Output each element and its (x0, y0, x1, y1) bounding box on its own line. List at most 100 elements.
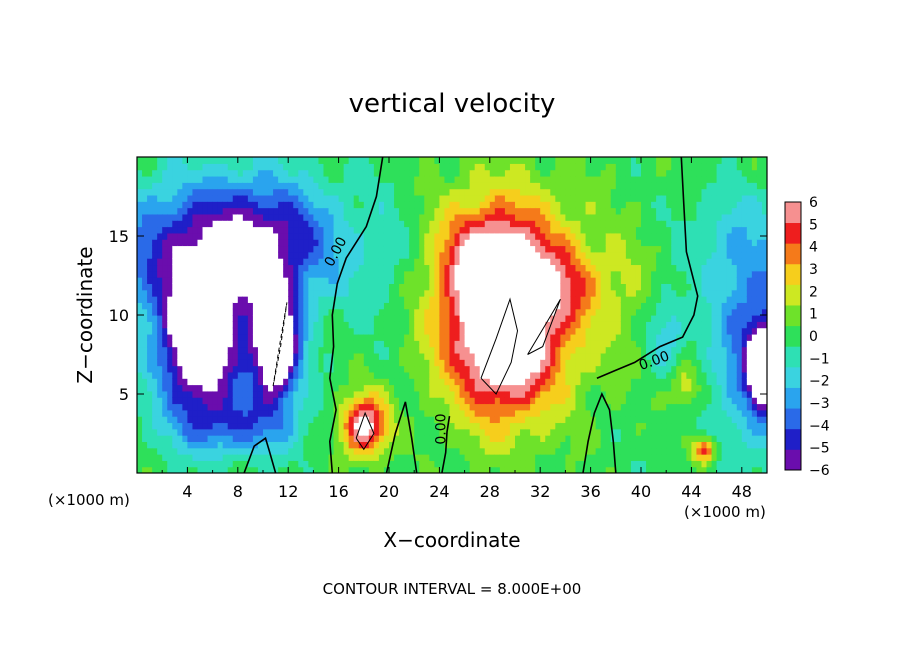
field-cell (409, 296, 415, 303)
field-cell (630, 340, 637, 348)
field-cell (635, 264, 642, 272)
field-cell (535, 428, 541, 436)
field-cell (595, 258, 602, 266)
field-cell (439, 175, 446, 183)
field-cell (348, 175, 355, 183)
field-cell (444, 194, 451, 202)
field-cell (333, 157, 340, 164)
field-cell (147, 182, 153, 190)
field-cell (167, 346, 173, 354)
field-cell (323, 447, 330, 455)
field-cell (610, 264, 617, 272)
field-cell (429, 435, 435, 442)
field-cell (172, 308, 178, 316)
field-cell (368, 302, 375, 310)
field-cell (570, 321, 577, 329)
field-cell (147, 333, 153, 341)
field-cell (545, 188, 551, 196)
field-cell (530, 201, 536, 209)
field-cell (288, 428, 294, 436)
field-cell (192, 460, 199, 468)
field-cell (227, 188, 234, 196)
field-cell (197, 352, 204, 360)
field-cell (323, 371, 330, 379)
field-cell (227, 239, 234, 247)
field-cell (278, 207, 284, 215)
field-cell (268, 315, 274, 322)
field-cell (610, 289, 617, 297)
field-cell (268, 365, 274, 373)
field-cell (580, 270, 587, 278)
field-cell (464, 441, 471, 449)
field-cell (515, 169, 521, 177)
field-cell (147, 232, 153, 240)
field-cell (268, 321, 274, 329)
field-cell (540, 289, 546, 297)
field-cell (600, 397, 607, 405)
field-cell (167, 378, 173, 386)
field-cell (530, 277, 536, 284)
field-cell (434, 175, 440, 183)
field-cell (515, 447, 521, 455)
field-cell (635, 454, 642, 461)
field-cell (635, 390, 642, 398)
field-cell (373, 220, 380, 228)
field-cell (560, 321, 566, 329)
field-cell (217, 327, 224, 335)
field-cell (484, 352, 491, 360)
field-cell (449, 258, 456, 266)
field-cell (167, 308, 173, 316)
field-cell (484, 308, 491, 316)
field-cell (147, 447, 153, 455)
field-cell (424, 340, 430, 348)
field-cell (404, 213, 410, 221)
field-cell (535, 157, 541, 164)
field-cell (439, 378, 446, 386)
field-cell (232, 207, 239, 215)
field-cell (550, 359, 556, 367)
field-cell (343, 232, 350, 240)
field-cell (570, 188, 577, 196)
field-cell (404, 169, 410, 177)
field-cell (268, 157, 274, 164)
field-cell (192, 163, 199, 171)
field-cell (197, 289, 204, 297)
field-cell (595, 403, 602, 411)
field-cell (434, 188, 440, 196)
field-cell (444, 296, 451, 303)
field-cell (212, 359, 219, 367)
field-cell (615, 346, 622, 354)
field-cell (570, 169, 577, 177)
field-cell (520, 296, 526, 303)
field-cell (449, 283, 456, 291)
field-cell (157, 182, 163, 190)
field-cell (439, 416, 446, 424)
field-cell (338, 283, 345, 291)
field-cell (177, 302, 183, 310)
field-cell (625, 397, 632, 405)
field-cell (620, 384, 627, 392)
field-cell (474, 169, 481, 177)
field-cell (449, 378, 456, 386)
field-cell (389, 283, 395, 291)
field-cell (399, 308, 405, 316)
field-cell (479, 352, 486, 360)
field-cell (217, 289, 224, 297)
field-cell (333, 182, 340, 190)
field-cell (464, 422, 471, 430)
field-cell (373, 169, 380, 177)
field-cell (308, 258, 314, 266)
field-cell (429, 460, 435, 468)
field-cell (192, 308, 199, 316)
field-cell (152, 182, 158, 190)
field-cell (318, 220, 325, 228)
field-cell (152, 239, 158, 247)
field-cell (424, 163, 430, 171)
field-cell (565, 157, 572, 164)
field-cell (499, 277, 506, 284)
field-cell (308, 182, 314, 190)
field-cell (555, 258, 561, 266)
field-cell (494, 277, 501, 284)
field-cell (263, 315, 269, 322)
field-cell (212, 169, 219, 177)
